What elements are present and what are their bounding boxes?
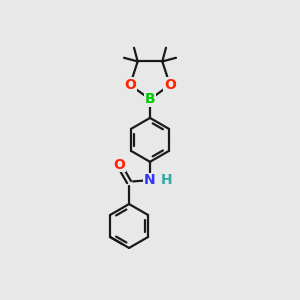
Text: B: B [145, 92, 155, 106]
Text: O: O [113, 158, 125, 172]
Text: O: O [124, 78, 136, 92]
Text: N: N [144, 173, 156, 188]
Text: O: O [164, 78, 176, 92]
Text: H: H [161, 173, 173, 188]
